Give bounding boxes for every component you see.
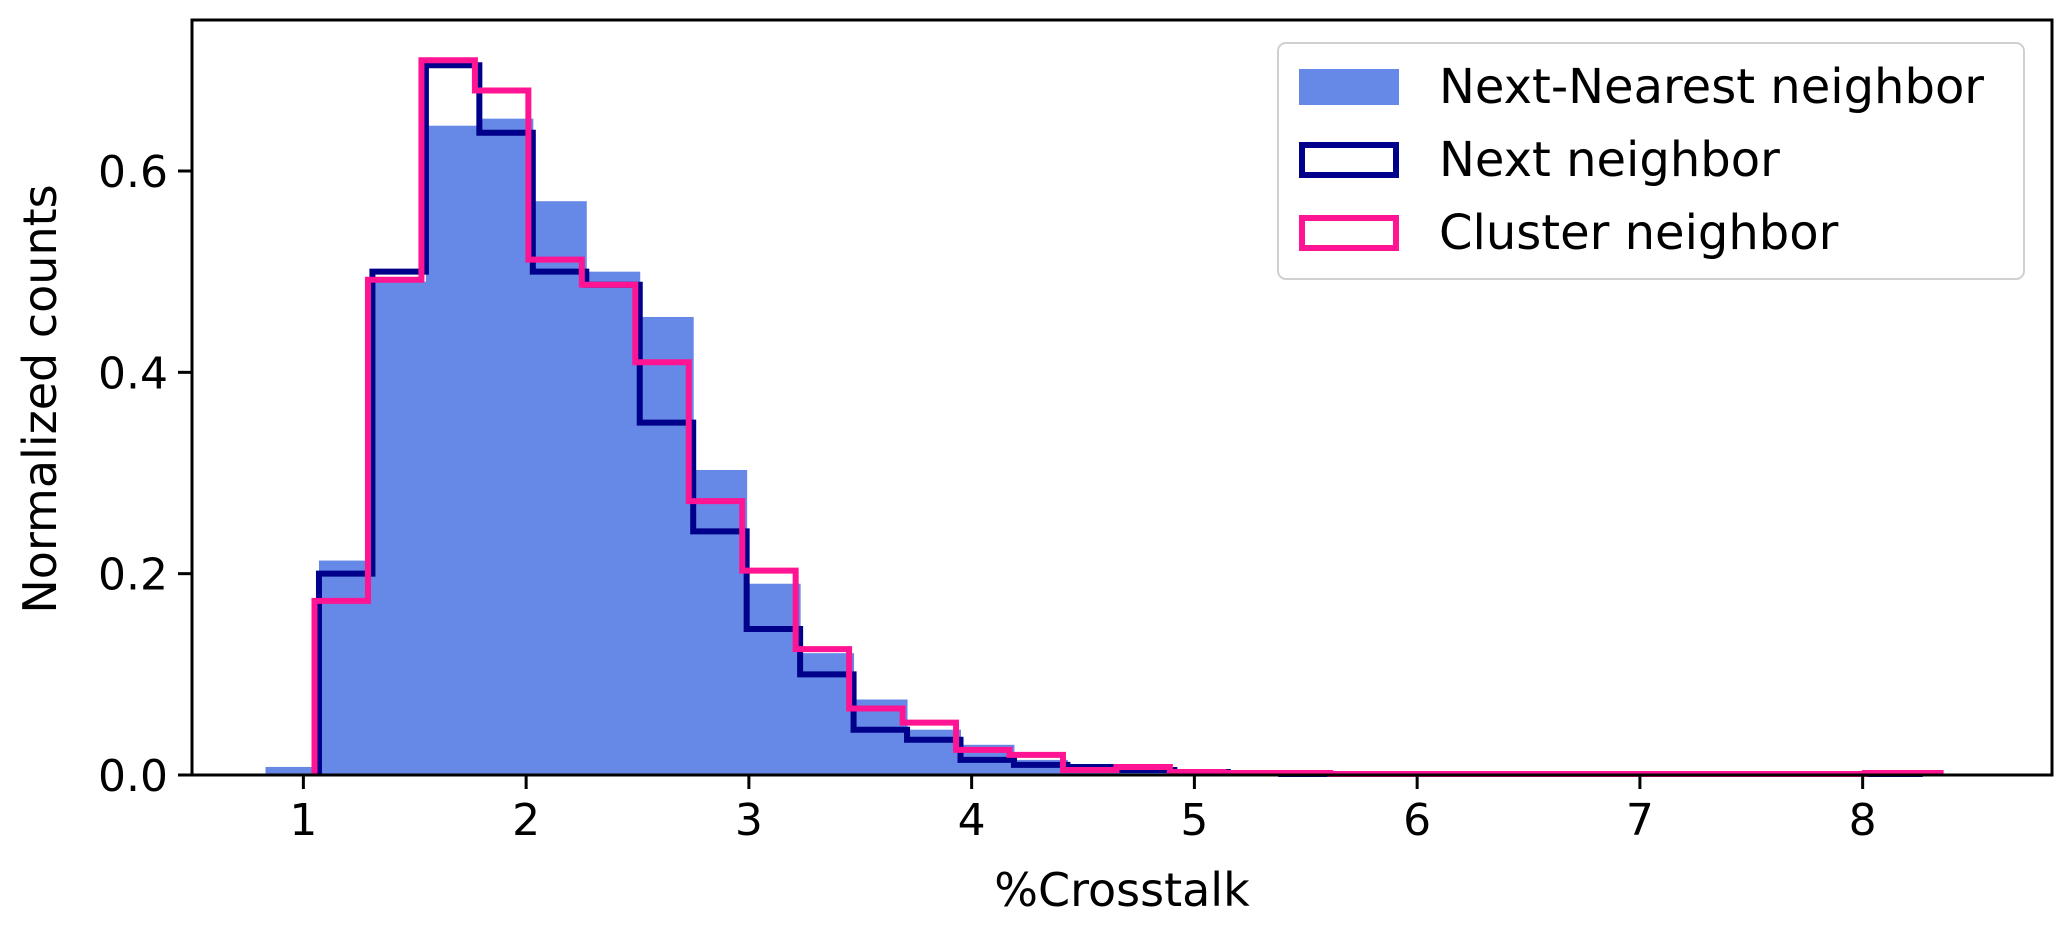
histogram-bar xyxy=(907,729,962,775)
histogram-bar xyxy=(693,469,748,775)
histogram-bar xyxy=(853,699,908,775)
x-tick-label: 3 xyxy=(735,795,763,846)
x-tick-label: 6 xyxy=(1403,795,1431,846)
legend-box xyxy=(1277,42,2025,280)
legend-label: Next neighbor xyxy=(1439,132,1780,188)
x-tick-label: 2 xyxy=(512,795,540,846)
x-tick-label: 4 xyxy=(958,795,986,846)
legend-swatch xyxy=(1299,142,1399,178)
histogram-bar xyxy=(372,281,427,775)
histogram-bar xyxy=(425,125,480,775)
plot-area xyxy=(265,57,1944,777)
y-tick-label: 0.2 xyxy=(98,550,168,601)
x-tick-label: 1 xyxy=(289,795,317,846)
legend-label: Cluster neighbor xyxy=(1439,205,1839,261)
histogram-bar xyxy=(639,316,694,775)
histogram-bar xyxy=(265,766,320,775)
y-tick-label: 0.6 xyxy=(98,147,168,198)
legend-swatch xyxy=(1299,215,1399,251)
y-tick-label: 0.0 xyxy=(98,751,168,802)
x-tick-label: 7 xyxy=(1626,795,1654,846)
histogram-bar xyxy=(479,118,534,776)
plot-frame xyxy=(190,18,2054,777)
y-tick-label: 0.4 xyxy=(98,348,168,399)
axes: 1 2 3 4 5 6 7 8 0.0 0.2 0.4 0.6 xyxy=(98,18,2054,846)
x-axis-label: %Crosstalk xyxy=(994,863,1250,917)
y-axis-label: Normalized counts xyxy=(13,184,67,613)
x-tick-label: 8 xyxy=(1849,795,1877,846)
histogram-bar xyxy=(586,271,641,775)
histogram-bar xyxy=(746,583,801,775)
legend: Next-Nearest neighbor Next neighbor Cluste… xyxy=(1277,42,2025,280)
legend-swatch xyxy=(1299,69,1399,105)
histogram-bar xyxy=(532,201,587,775)
x-tick-label: 5 xyxy=(1180,795,1208,846)
legend-label: Next-Nearest neighbor xyxy=(1439,59,1984,115)
histogram-bar xyxy=(318,560,373,775)
